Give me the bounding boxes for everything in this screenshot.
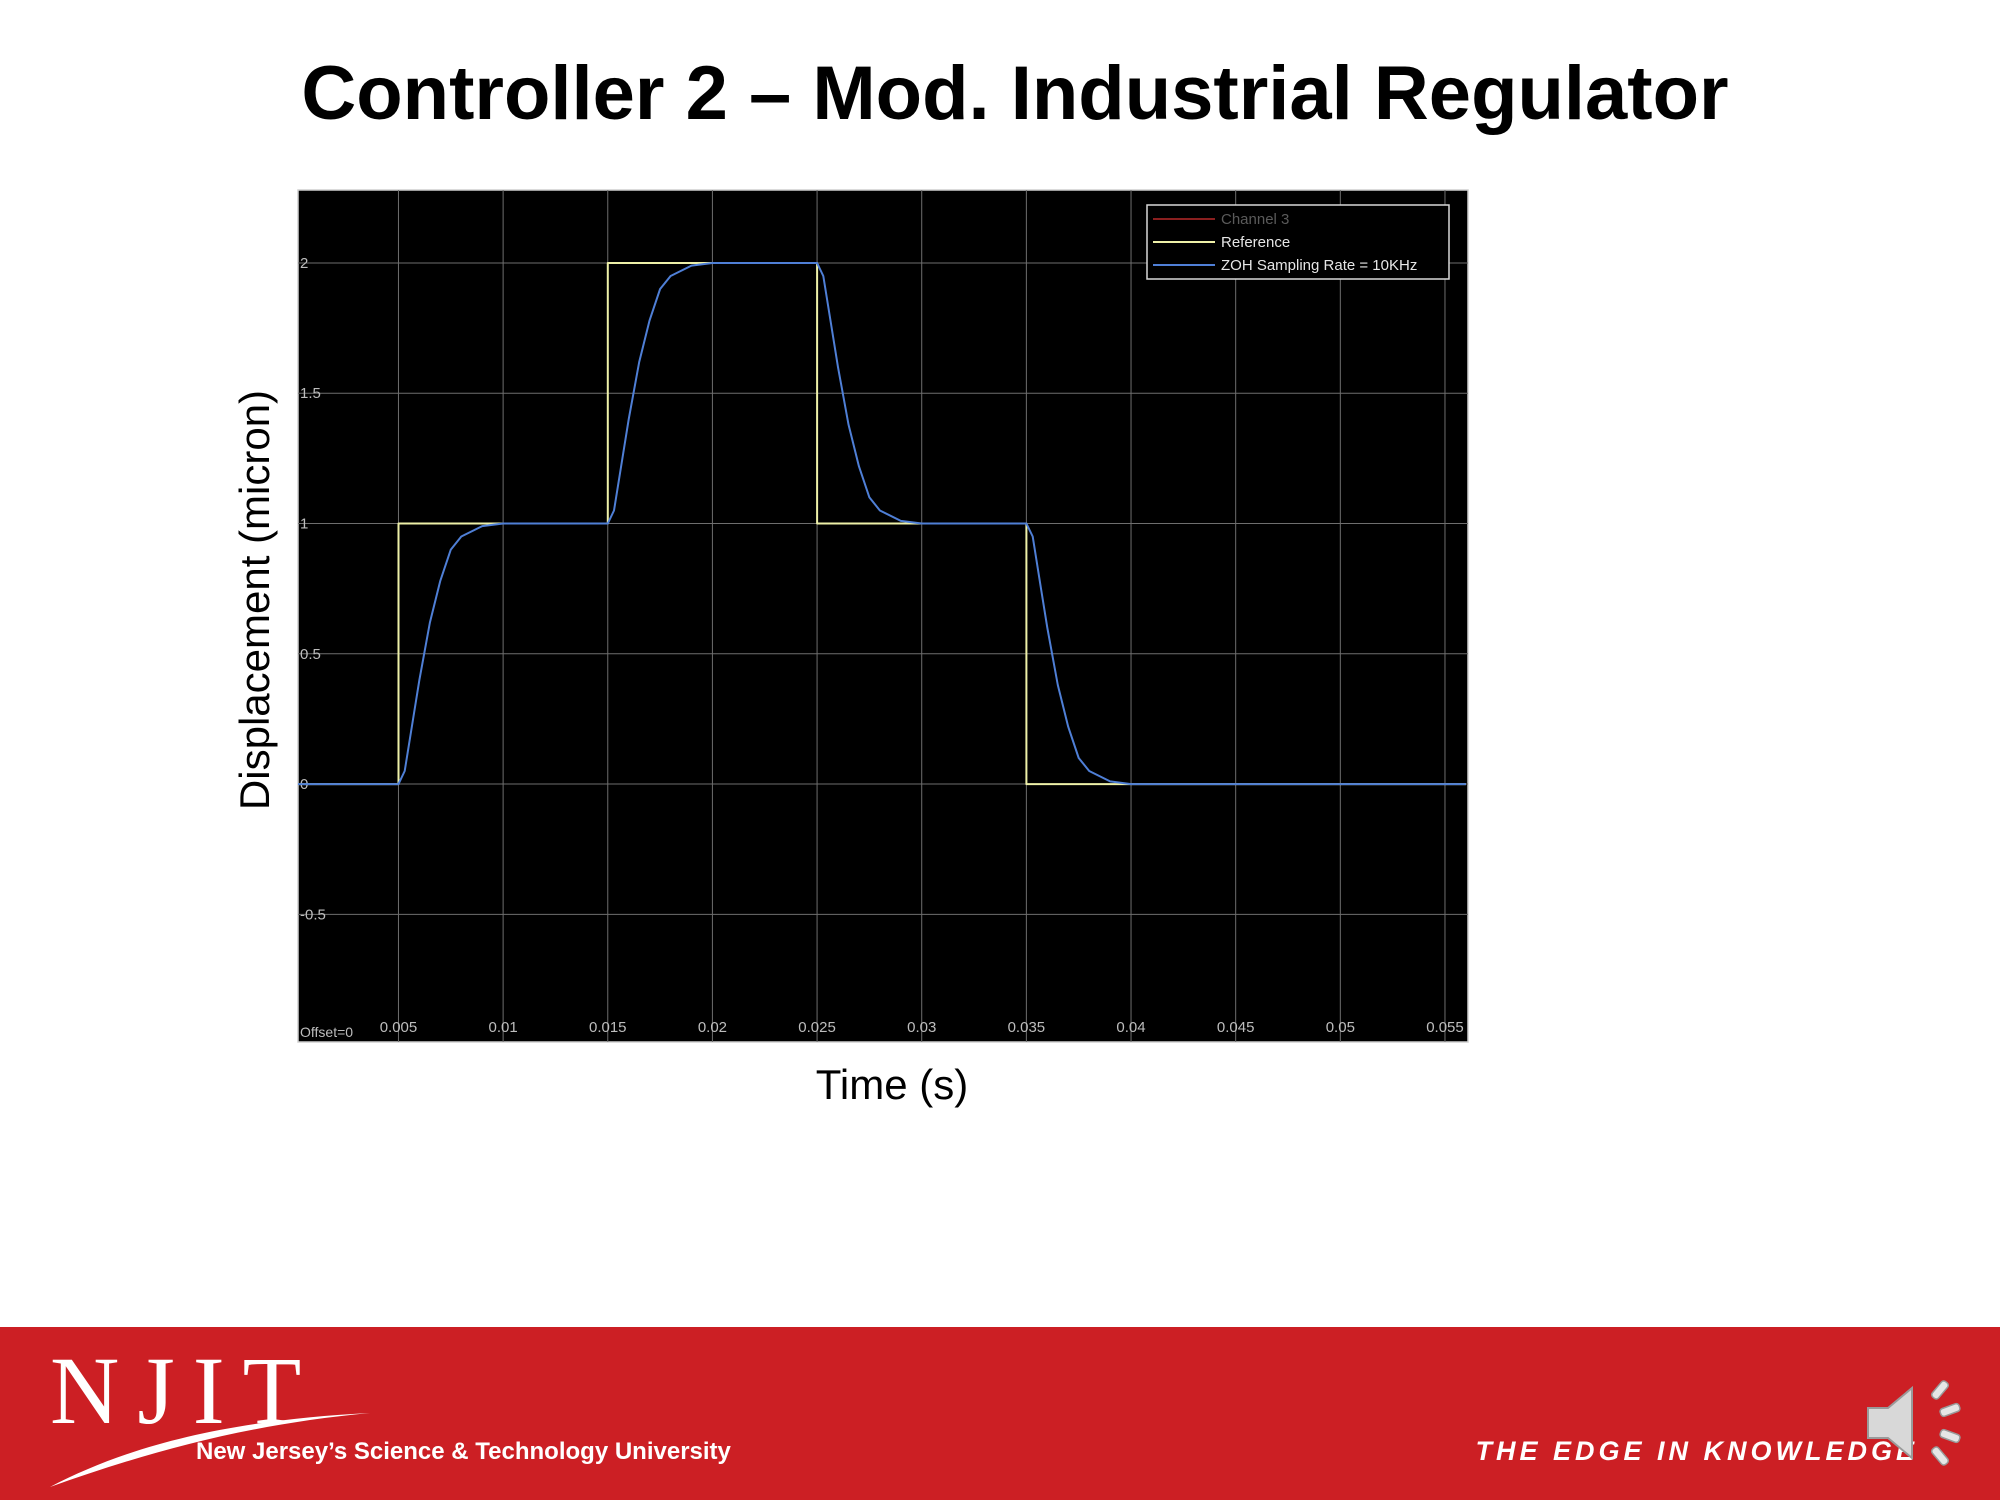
legend-label: ZOH Sampling Rate = 10KHz — [1221, 257, 1417, 274]
x-tick-label: 0.035 — [1008, 1019, 1046, 1036]
tagline: THE EDGE IN KNOWLEDGE — [1475, 1436, 1918, 1466]
y-tick-label: 0.5 — [300, 646, 321, 663]
x-tick-label: 0.005 — [380, 1019, 418, 1036]
y-axis-label: Displacement (micron) — [231, 390, 278, 810]
line-chart: 0.005 0.01 0.015 0.02 0.025 0.03 0.035 0.04 0.04… — [231, 189, 1469, 1108]
x-tick-label: 0.015 — [589, 1019, 627, 1036]
y-tick-label: 2 — [300, 255, 308, 272]
y-tick-label: -0.5 — [300, 906, 326, 923]
x-tick-label: 0.025 — [798, 1019, 836, 1036]
footer-bar — [0, 1327, 2000, 1500]
offset-label: Offset=0 — [300, 1024, 353, 1040]
x-tick-label: 0.04 — [1116, 1019, 1145, 1036]
y-tick-label: 1 — [300, 516, 308, 533]
series-lines — [298, 262, 1466, 786]
x-tick-label: 0.045 — [1217, 1019, 1255, 1036]
legend-entries: Channel 3 Reference ZOH Sampling Rate = 10… — [1153, 211, 1417, 274]
logo-subtitle: New Jersey’s Science & Technology Univer… — [196, 1438, 731, 1465]
legend-label: Reference — [1221, 234, 1290, 251]
plot-background — [297, 189, 1469, 1043]
speaker-icon[interactable] — [1862, 1368, 1972, 1478]
y-tick-label: 1.5 — [300, 385, 321, 402]
slide-title: Controller 2 – Mod. Industrial Regulator — [301, 51, 1729, 136]
x-tick-label: 0.03 — [907, 1019, 936, 1036]
x-tick-label: 0.02 — [698, 1019, 727, 1036]
legend: Channel 3 Reference ZOH Sampling Rate = 10… — [1146, 204, 1450, 280]
x-axis-label: Time (s) — [816, 1061, 968, 1108]
x-tick-label: 0.05 — [1326, 1019, 1355, 1036]
legend-label: Channel 3 — [1221, 211, 1289, 228]
tick-labels: 0.005 0.01 0.015 0.02 0.025 0.03 0.035 0.04 0.04… — [300, 255, 1464, 1036]
x-tick-label: 0.01 — [489, 1019, 518, 1036]
x-tick-label: 0.055 — [1426, 1019, 1464, 1036]
series-line-zoh-sampling-rate-10khz — [298, 262, 1466, 786]
plot-area: 0.005 0.01 0.015 0.02 0.025 0.03 0.035 0.04 0.04… — [297, 189, 1469, 1043]
